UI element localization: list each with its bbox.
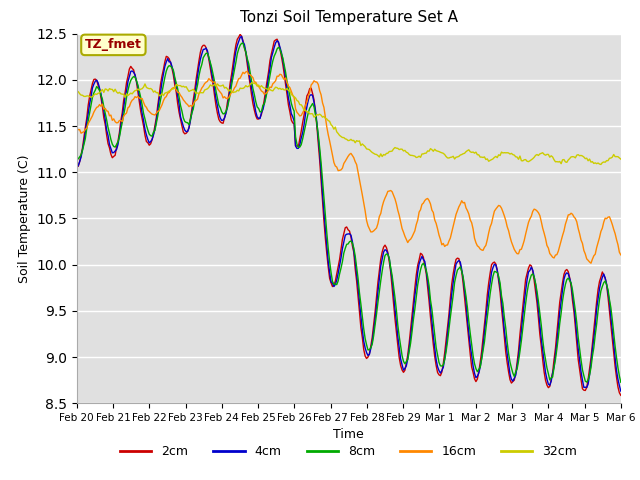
32cm — [248, 80, 255, 85]
4cm — [617, 388, 625, 394]
Y-axis label: Soil Temperature (C): Soil Temperature (C) — [18, 154, 31, 283]
16cm — [587, 260, 595, 266]
8cm — [462, 293, 470, 299]
16cm — [108, 118, 116, 123]
4cm — [614, 376, 622, 382]
2cm — [73, 163, 81, 169]
2cm — [108, 155, 116, 161]
4cm — [354, 283, 362, 289]
4cm — [237, 34, 245, 39]
2cm — [462, 308, 470, 314]
2cm — [354, 293, 362, 299]
Line: 16cm: 16cm — [77, 72, 621, 263]
2cm — [92, 76, 99, 82]
8cm — [108, 141, 116, 147]
16cm — [73, 126, 81, 132]
32cm — [73, 89, 81, 95]
2cm — [614, 384, 622, 390]
4cm — [462, 299, 470, 304]
2cm — [236, 32, 244, 37]
32cm — [597, 162, 605, 168]
Line: 4cm: 4cm — [77, 36, 621, 391]
16cm — [243, 69, 251, 74]
32cm — [92, 91, 99, 97]
8cm — [617, 379, 625, 385]
32cm — [543, 152, 551, 157]
32cm — [462, 149, 470, 155]
8cm — [354, 276, 362, 281]
2cm — [617, 393, 625, 398]
Text: TZ_fmet: TZ_fmet — [85, 38, 142, 51]
Line: 32cm: 32cm — [77, 83, 621, 165]
4cm — [108, 150, 116, 156]
16cm — [354, 169, 362, 175]
32cm — [616, 155, 623, 161]
32cm — [108, 86, 116, 92]
16cm — [616, 250, 623, 255]
4cm — [73, 164, 81, 170]
X-axis label: Time: Time — [333, 429, 364, 442]
8cm — [73, 155, 81, 160]
8cm — [543, 365, 551, 371]
16cm — [543, 242, 551, 248]
16cm — [617, 252, 625, 258]
16cm — [92, 107, 99, 112]
4cm — [92, 78, 99, 84]
Line: 8cm: 8cm — [77, 43, 621, 382]
8cm — [614, 365, 622, 371]
16cm — [462, 205, 470, 211]
Legend: 2cm, 4cm, 8cm, 16cm, 32cm: 2cm, 4cm, 8cm, 16cm, 32cm — [115, 441, 582, 464]
Title: Tonzi Soil Temperature Set A: Tonzi Soil Temperature Set A — [240, 11, 458, 25]
32cm — [354, 138, 362, 144]
8cm — [239, 40, 247, 46]
8cm — [92, 87, 99, 93]
Line: 2cm: 2cm — [77, 35, 621, 396]
32cm — [617, 156, 625, 162]
4cm — [543, 376, 551, 382]
2cm — [543, 382, 551, 388]
